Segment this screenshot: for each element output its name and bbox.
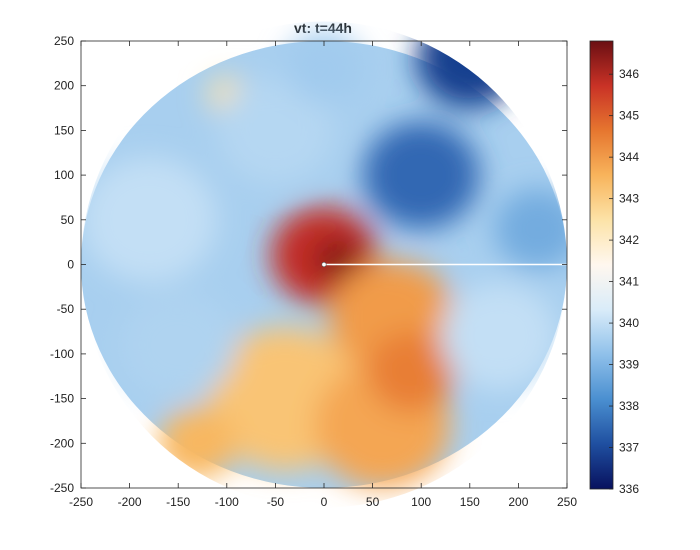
x-axis: -250 -200 -150 -100 -50 0 50 100 150 200 250	[69, 41, 577, 509]
y-tick-label-5: 0	[67, 258, 74, 272]
colorbar-tick-label-2: 338	[619, 399, 639, 413]
colorbar-tick-label-8: 344	[619, 150, 639, 164]
x-tick-label-4: -50	[267, 495, 285, 509]
y-tick-label-1: -200	[50, 436, 74, 450]
overlay-marks	[321, 261, 567, 267]
x-tick-label-6: 50	[366, 495, 380, 509]
colorbar-tick-label-7: 343	[619, 192, 639, 206]
x-tick-label-0: -250	[69, 495, 93, 509]
x-tick-label-9: 200	[508, 495, 528, 509]
colorbar-tick-label-5: 341	[619, 275, 639, 289]
colorbar-tick-label-9: 345	[619, 109, 639, 123]
y-tick-label-2: -150	[50, 392, 74, 406]
colorbar-tick-label-0: 336	[619, 482, 639, 496]
y-tick-label-3: -100	[50, 347, 74, 361]
heatmap-blob-1	[314, 237, 363, 283]
chart-title: vt: t=44h	[294, 20, 352, 36]
heatmap-blob-13	[440, 282, 558, 390]
y-tick-label-8: 150	[54, 123, 74, 137]
y-tick-label-4: -50	[57, 302, 75, 316]
colorbar-tick-label-6: 342	[619, 233, 639, 247]
heatmap-blob-5	[367, 331, 456, 413]
center-point	[321, 261, 327, 267]
colorbar-ticks: 336 337 338 339 340 341 342 343 344 345 346	[609, 67, 639, 496]
colorbar	[589, 40, 614, 490]
colorbar-tick-label-4: 340	[619, 316, 639, 330]
heatmap-blob-10	[494, 188, 567, 269]
colorbar-tick-label-1: 337	[619, 441, 639, 455]
x-tick-label-8: 150	[460, 495, 480, 509]
y-tick-label-6: 50	[61, 213, 75, 227]
y-tick-label-0: -250	[50, 481, 74, 495]
x-tick-label-10: 250	[557, 495, 577, 509]
y-tick-label-10: 250	[54, 34, 74, 48]
colorbar-tick-label-3: 339	[619, 358, 639, 372]
x-tick-label-7: 100	[411, 495, 431, 509]
x-tick-label-5: 0	[321, 495, 328, 509]
x-tick-label-3: -100	[215, 495, 239, 509]
x-tick-label-1: -200	[118, 495, 142, 509]
x-tick-label-2: -150	[166, 495, 190, 509]
y-axis: -250 -200 -150 -100 -50 0 50 100 150 200 250	[50, 34, 567, 495]
heatmap-blob-12	[217, 76, 334, 185]
heatmap-blob-11	[81, 157, 218, 283]
heatmap-blob-14	[119, 291, 237, 399]
heatmap-blob-15	[285, 32, 363, 104]
y-tick-label-7: 100	[54, 168, 74, 182]
y-tick-label-9: 200	[54, 79, 74, 93]
colorbar-tick-label-10: 346	[619, 67, 639, 81]
heatmap-blob-8	[362, 121, 480, 229]
